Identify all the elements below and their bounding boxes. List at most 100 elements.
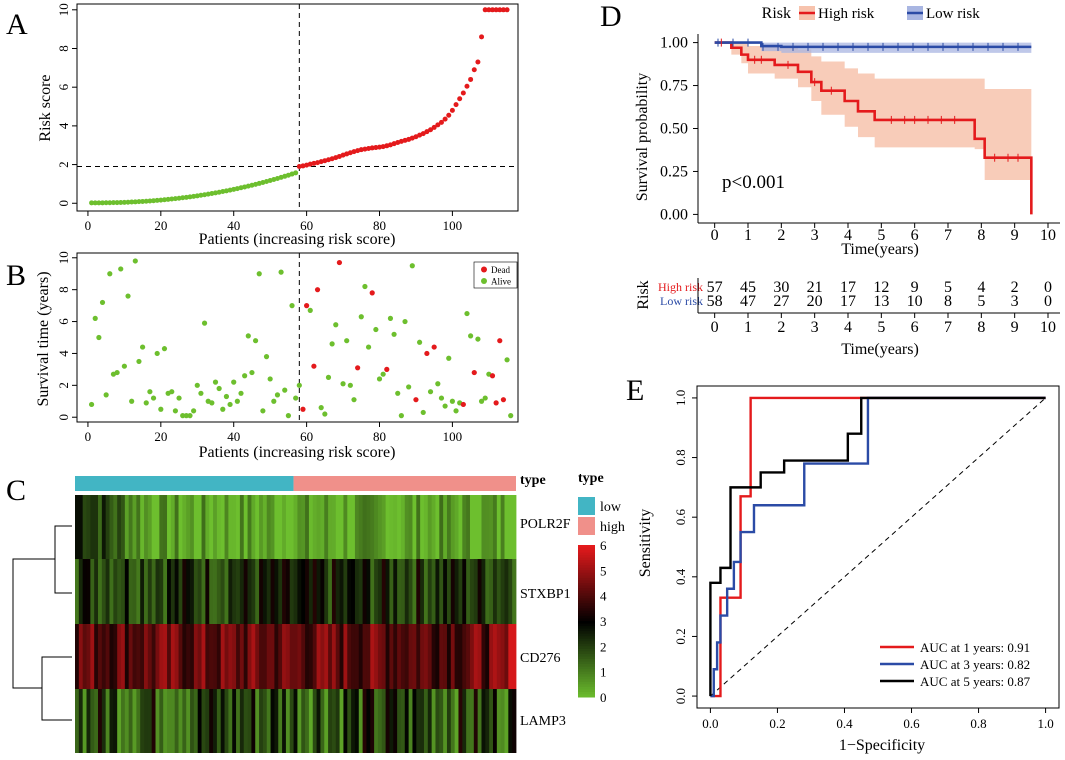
risk-table-high-label: High risk (658, 280, 703, 294)
heatmap-cell (124, 559, 130, 624)
alive-patient-point (220, 406, 226, 412)
alive-patient-point (376, 376, 383, 382)
color-scale-segment (578, 679, 595, 683)
heatmap-cell (167, 495, 172, 559)
alive-patient-point (92, 315, 98, 321)
heatmap-cell (274, 689, 279, 753)
color-scale-segment (578, 628, 595, 632)
risk-table-xtick-label: 0 (711, 319, 719, 336)
alive-patient-point (347, 382, 353, 388)
roc-xlabel: 1−Specificity (839, 737, 925, 754)
p-value-annotation: p<0.001 (722, 172, 785, 193)
heatmap-cell (385, 495, 390, 559)
risk-count-high: 30 (773, 279, 789, 296)
heatmap-cell (228, 559, 233, 624)
heatmap-cell (78, 559, 84, 624)
heatmap-cell (504, 689, 509, 753)
heatmap-cell (389, 689, 394, 753)
km-xtick-label: 1 (744, 227, 752, 244)
heatmap-cell (393, 624, 398, 689)
heatmap-cell (209, 559, 214, 624)
roc-5-year-line (709, 396, 1046, 697)
risk-count-high: 17 (840, 279, 856, 296)
roc-diagonal (710, 397, 1046, 697)
color-scale-segment (578, 626, 595, 630)
heatmap-cell (174, 559, 179, 624)
color-scale-segment (578, 557, 595, 561)
alive-patient-point (282, 387, 288, 393)
heatmap-cell (121, 689, 126, 753)
alive-patient-point (238, 390, 244, 396)
alive-patient-point (289, 303, 295, 309)
heatmap-cell (224, 689, 229, 753)
color-scale-segment (578, 686, 595, 690)
dendrogram-branch-root (12, 558, 55, 689)
heatmap-cell (377, 495, 383, 559)
heatmap-cell (167, 689, 172, 753)
alive-patient-point (322, 411, 328, 417)
heatmap-cell (86, 495, 91, 559)
heatmap-cell (190, 495, 195, 559)
risk-table-xtick-label: 5 (877, 319, 885, 336)
color-scale-label: 3 (600, 614, 607, 629)
panel-label-e: E (626, 374, 644, 407)
heatmap-cell (232, 689, 237, 753)
dead-patient-point (497, 338, 503, 344)
risk-count-high: 12 (873, 279, 889, 296)
low-risk-point (187, 194, 193, 200)
dead-patient-point (300, 406, 306, 412)
heatmap-cell (351, 624, 356, 689)
heatmap-cell (485, 624, 490, 689)
heatmap-cell (147, 495, 153, 559)
risk-score-xlabel: Patients (increasing risk score) (199, 231, 396, 248)
heatmap-cell (496, 689, 502, 753)
survival-time-plot: Patients (increasing risk score) Surviva… (35, 251, 519, 461)
alive-patient-point (96, 334, 102, 341)
heatmap-cell (247, 559, 252, 624)
heatmap-cell (316, 559, 321, 624)
heatmap-cell (220, 495, 225, 559)
alive-patient-point (125, 293, 131, 299)
heatmap-cell (285, 495, 291, 559)
heatmap-cell (285, 624, 291, 689)
heatmap-cell (147, 689, 153, 753)
heatmap-cell (446, 559, 452, 624)
dendrogram-branch-bottom (41, 656, 72, 721)
alive-patient-point (114, 369, 120, 376)
heatmap-cell (427, 559, 433, 624)
heatmap-cell (124, 689, 130, 753)
alive-patient-point (274, 392, 281, 398)
roc-ytick-label: 0.0 (673, 688, 688, 704)
heatmap-cell (186, 624, 191, 689)
survival-time-xtick-label: 100 (443, 429, 463, 444)
annotation-bar-high (293, 476, 516, 491)
color-scale-segment (578, 608, 595, 612)
heatmap-cell (508, 624, 513, 689)
heatmap-cell (297, 495, 302, 559)
heatmap-cell (443, 689, 448, 753)
heatmap-cell (473, 689, 479, 753)
low-risk-point (154, 197, 160, 203)
risk-table-xtick-label: 7 (944, 319, 952, 336)
heatmap-cell (301, 689, 306, 753)
low-risk-point (110, 200, 116, 206)
heatmap-cell (255, 495, 260, 559)
heatmap-cell (354, 559, 360, 624)
heatmap-cell (121, 495, 126, 559)
gene-label-cd276: CD276 (520, 651, 560, 666)
heatmap-cell (190, 689, 195, 753)
heatmap-cell (362, 624, 367, 689)
risk-score-xtick-label: 40 (227, 218, 240, 233)
heatmap-cell (232, 559, 237, 624)
alive-patient-point (387, 315, 394, 321)
heatmap-cell (305, 689, 310, 753)
survival-time-ytick-label: 6 (56, 318, 71, 325)
alive-patient-point (121, 363, 127, 369)
survival-time-ytick-label: 2 (56, 382, 71, 389)
heatmap-cell (416, 559, 421, 624)
risk-score-plot: Patients (increasing risk score) Risk sc… (37, 3, 519, 248)
alive-patient-point (478, 398, 485, 404)
heatmap-cell (492, 559, 498, 624)
alive-patient-point (132, 258, 138, 264)
alive-patient-point (351, 397, 357, 403)
